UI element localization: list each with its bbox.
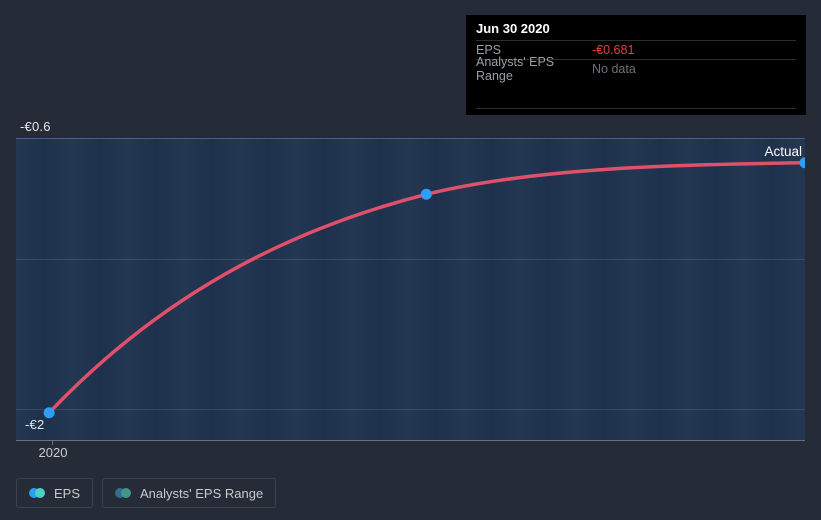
legend-range-label: Analysts' EPS Range bbox=[140, 485, 264, 501]
eps-series-icon bbox=[29, 488, 45, 498]
gridline-minus-2 bbox=[16, 409, 805, 410]
tooltip-spacer bbox=[476, 78, 796, 109]
legend-toggle-analysts-range[interactable]: Analysts' EPS Range bbox=[102, 478, 277, 508]
legend: EPS Analysts' EPS Range bbox=[16, 478, 277, 508]
eps-point[interactable] bbox=[420, 188, 432, 200]
chart-tooltip: Jun 30 2020 EPS -€0.681 Analysts' EPS Ra… bbox=[466, 15, 806, 115]
y-axis-label-top: -€0.6 bbox=[20, 119, 51, 134]
range-icon-dot-blue bbox=[115, 488, 126, 498]
tooltip-date: Jun 30 2020 bbox=[476, 15, 796, 41]
eps-data-points[interactable] bbox=[43, 157, 806, 419]
eps-line-chart bbox=[43, 157, 806, 419]
legend-eps-label: EPS bbox=[54, 485, 81, 501]
eps-icon-dot-blue bbox=[29, 488, 39, 498]
eps-line bbox=[47, 160, 805, 415]
gridline-mid bbox=[16, 259, 805, 260]
tooltip-range-label: Analysts' EPS Range bbox=[476, 55, 555, 83]
x-axis-label-2020: 2020 bbox=[38, 445, 68, 460]
y-axis-label-bottom: -€2 bbox=[25, 417, 45, 432]
eps-point[interactable] bbox=[43, 407, 55, 419]
tooltip-eps-value: -€0.681 bbox=[592, 43, 635, 57]
tooltip-row-eps: EPS -€0.681 bbox=[476, 41, 796, 60]
tooltip-row-range: Analysts' EPS Range No data bbox=[476, 55, 796, 83]
legend-toggle-eps[interactable]: EPS bbox=[16, 478, 94, 508]
tooltip-eps-label: EPS bbox=[476, 43, 502, 57]
analysts-range-series-icon bbox=[115, 488, 132, 498]
eps-icon-dot-teal bbox=[35, 488, 45, 498]
x-axis-tick bbox=[52, 440, 53, 445]
range-icon-dot-teal bbox=[121, 488, 132, 498]
actual-annotation: Actual bbox=[764, 144, 802, 159]
chart-plot-area[interactable] bbox=[16, 138, 805, 441]
tooltip-range-value: No data bbox=[592, 62, 636, 76]
eps-point[interactable] bbox=[799, 157, 806, 169]
